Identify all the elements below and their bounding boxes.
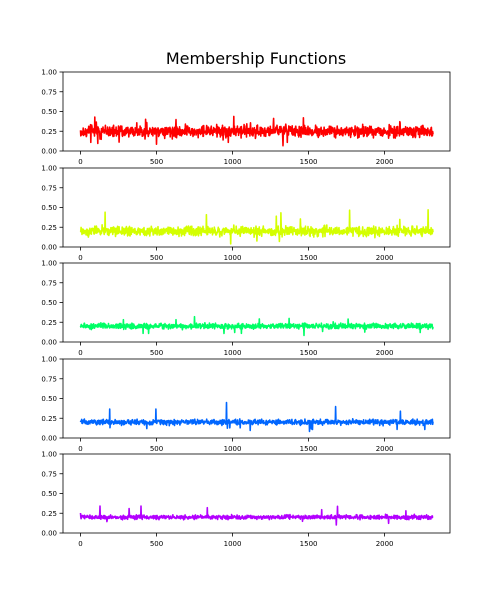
y-tick-label: 0.50 [41,299,57,307]
x-tick-label: 1000 [224,445,242,453]
x-tick-label: 500 [150,349,163,357]
x-tick-label: 1000 [224,158,242,166]
y-tick-label: 0.75 [41,375,57,383]
axes-frame-1 [62,71,451,152]
axes-frame-3 [62,262,451,343]
y-tick-label: 0.25 [41,415,57,423]
subplot-1: 0.00 0.25 0.50 0.75 1.00 0 500 1000 1500 2000 [41,69,451,166]
y-tick-label: 0.00 [41,435,57,443]
y-tick-label: 0.50 [41,204,57,212]
y-tick-label: 0.25 [41,510,57,518]
x-tick-label: 500 [150,540,163,548]
x-tick-label: 0 [78,445,82,453]
y-tick-label: 0.00 [41,339,57,347]
y-tick-label: 0.00 [41,148,57,156]
x-tick-label: 500 [150,254,163,262]
y-tick-label: 0.25 [41,319,57,327]
x-tick-label: 0 [78,540,82,548]
y-tick-label: 0.75 [41,184,57,192]
y-tick-label: 0.75 [41,470,57,478]
y-tick-label: 1.00 [41,165,57,173]
y-tick-label: 0.50 [41,395,57,403]
x-tick-label: 500 [150,445,163,453]
x-tick-label: 1000 [224,254,242,262]
series-line-3 [79,315,434,337]
y-tick-label: 1.00 [41,260,57,268]
y-tick-label: 1.00 [41,69,57,77]
subplot-grid: 0.000.250.500.751.000 500 1000 1500 20000.00… [41,69,451,548]
series-line-1 [79,115,434,147]
y-tick-label: 0.50 [41,490,57,498]
subplot-3: 0.00 0.25 0.50 0.75 1.00 0 500 1000 1500 2000 [41,260,451,357]
x-tick-label: 1500 [300,158,318,166]
subplot-2: 0.00 0.25 0.50 0.75 1.00 0 500 1000 1500 2000 [41,165,451,262]
y-tick-label: 0.00 [41,530,57,538]
subplot-5: 0.00 0.25 0.50 0.75 1.00 0 500 1000 1500 2000 [41,451,451,548]
x-tick-label: 1500 [300,349,318,357]
x-tick-label: 1500 [300,540,318,548]
x-tick-label: 0 [78,158,82,166]
x-tick-label: 0 [78,254,82,262]
y-tick-label: 0.50 [41,108,57,116]
x-tick-label: 2000 [376,158,394,166]
x-tick-label: 2000 [376,540,394,548]
x-tick-label: 2000 [376,349,394,357]
axes-frame-5 [62,453,451,534]
chart-title: Membership Functions [166,49,346,68]
x-tick-label: 500 [150,158,163,166]
series-line-4 [79,401,434,433]
x-tick-label: 0 [78,349,82,357]
series-line-5 [79,505,434,526]
y-tick-label: 0.00 [41,244,57,252]
y-tick-label: 0.75 [41,88,57,96]
y-tick-label: 0.75 [41,279,57,287]
y-tick-label: 0.25 [41,224,57,232]
y-tick-label: 1.00 [41,451,57,459]
y-tick-label: 0.25 [41,128,57,136]
x-tick-label: 1000 [224,540,242,548]
y-tick-label: 1.00 [41,356,57,364]
x-tick-label: 1000 [224,349,242,357]
x-tick-label: 1500 [300,445,318,453]
subplot-4: 0.00 0.25 0.50 0.75 1.00 0 500 1000 1500 2000 [41,356,451,453]
x-tick-label: 1500 [300,254,318,262]
x-tick-label: 2000 [376,254,394,262]
series-line-2 [79,209,434,245]
x-tick-label: 2000 [376,445,394,453]
